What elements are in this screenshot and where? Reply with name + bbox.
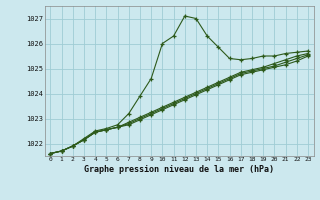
- X-axis label: Graphe pression niveau de la mer (hPa): Graphe pression niveau de la mer (hPa): [84, 165, 274, 174]
